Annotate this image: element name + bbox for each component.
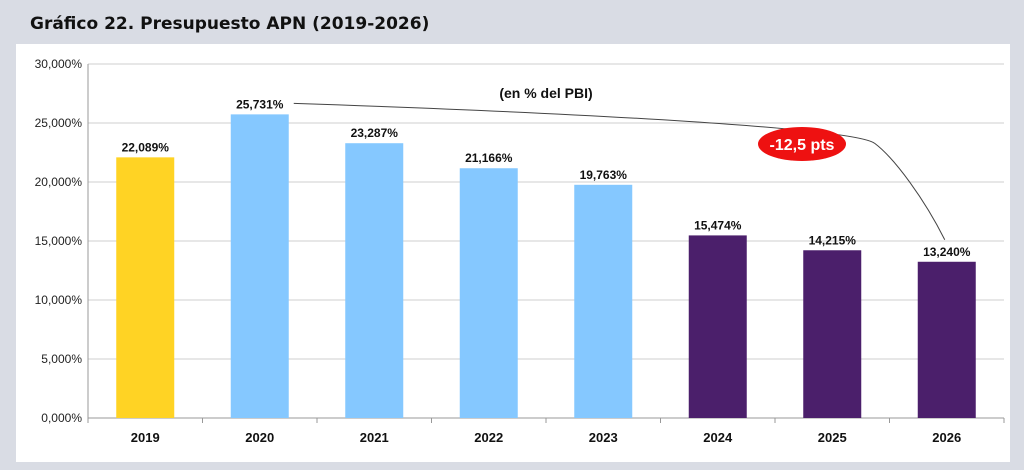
title-bar: Gráfico 22. Presupuesto APN (2019-2026) — [0, 0, 1024, 44]
data-label: 21,166% — [465, 151, 513, 165]
y-tick-label: 10,000% — [35, 293, 83, 307]
bar — [345, 143, 404, 418]
bar — [230, 114, 289, 418]
x-tick-label: 2021 — [360, 430, 389, 445]
y-tick-label: 5,000% — [41, 352, 82, 366]
bar — [116, 157, 175, 418]
x-tick-label: 2024 — [703, 430, 733, 445]
data-label: 23,287% — [351, 126, 399, 140]
y-tick-label: 15,000% — [35, 234, 83, 248]
chart-panel: 0,000% 5,000% 10,000% 15,000% 20,000% 25,000%… — [16, 44, 1010, 462]
bar — [574, 184, 633, 418]
bar — [803, 250, 862, 418]
data-label: 14,215% — [809, 233, 857, 247]
annotation-label: -12,5 pts — [770, 137, 835, 154]
bar — [688, 235, 747, 418]
chart-subtitle: (en % del PBI) — [499, 85, 592, 101]
data-label: 22,089% — [122, 140, 170, 154]
y-tick-label: 30,000% — [35, 57, 83, 71]
x-tick-label: 2026 — [932, 430, 961, 445]
bar — [917, 261, 976, 418]
x-tick-label: 2022 — [474, 430, 503, 445]
x-tick-label: 2020 — [245, 430, 274, 445]
chart-title: Gráfico 22. Presupuesto APN (2019-2026) — [30, 14, 430, 34]
y-tick-label: 25,000% — [35, 116, 83, 130]
x-tick-label: 2025 — [818, 430, 847, 445]
y-tick-label: 0,000% — [41, 411, 82, 425]
data-label: 13,240% — [923, 245, 971, 259]
data-label: 15,474% — [694, 218, 742, 232]
y-tick-label: 20,000% — [35, 175, 83, 189]
bar — [459, 168, 518, 418]
data-label: 25,731% — [236, 97, 284, 111]
x-tick-label: 2019 — [131, 430, 160, 445]
data-label: 19,763% — [580, 168, 628, 182]
x-tick-label: 2023 — [589, 430, 618, 445]
annotation-badge — [758, 127, 846, 161]
bar-chart: 0,000% 5,000% 10,000% 15,000% 20,000% 25,000%… — [35, 57, 1005, 445]
